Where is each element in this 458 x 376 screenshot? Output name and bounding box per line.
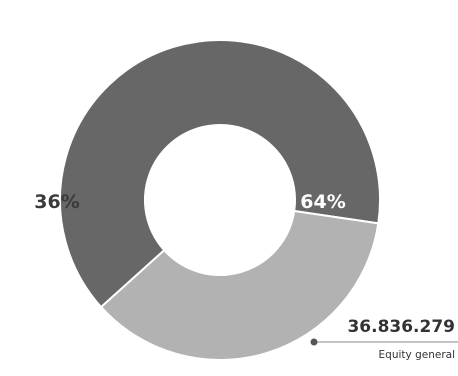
callout-value: 36.836.279	[347, 317, 455, 337]
donut-slice-36	[99, 209, 380, 361]
slice-label-64: 64%	[300, 191, 345, 213]
donut-slice-64	[59, 39, 381, 309]
slice-labels: 64% 36%	[34, 191, 345, 213]
callout: 36.836.279 Equity general	[310, 317, 458, 361]
slice-label-36: 36%	[34, 191, 79, 213]
callout-marker	[310, 338, 318, 346]
callout-caption: Equity general	[379, 349, 455, 361]
donut-slices	[59, 39, 381, 361]
